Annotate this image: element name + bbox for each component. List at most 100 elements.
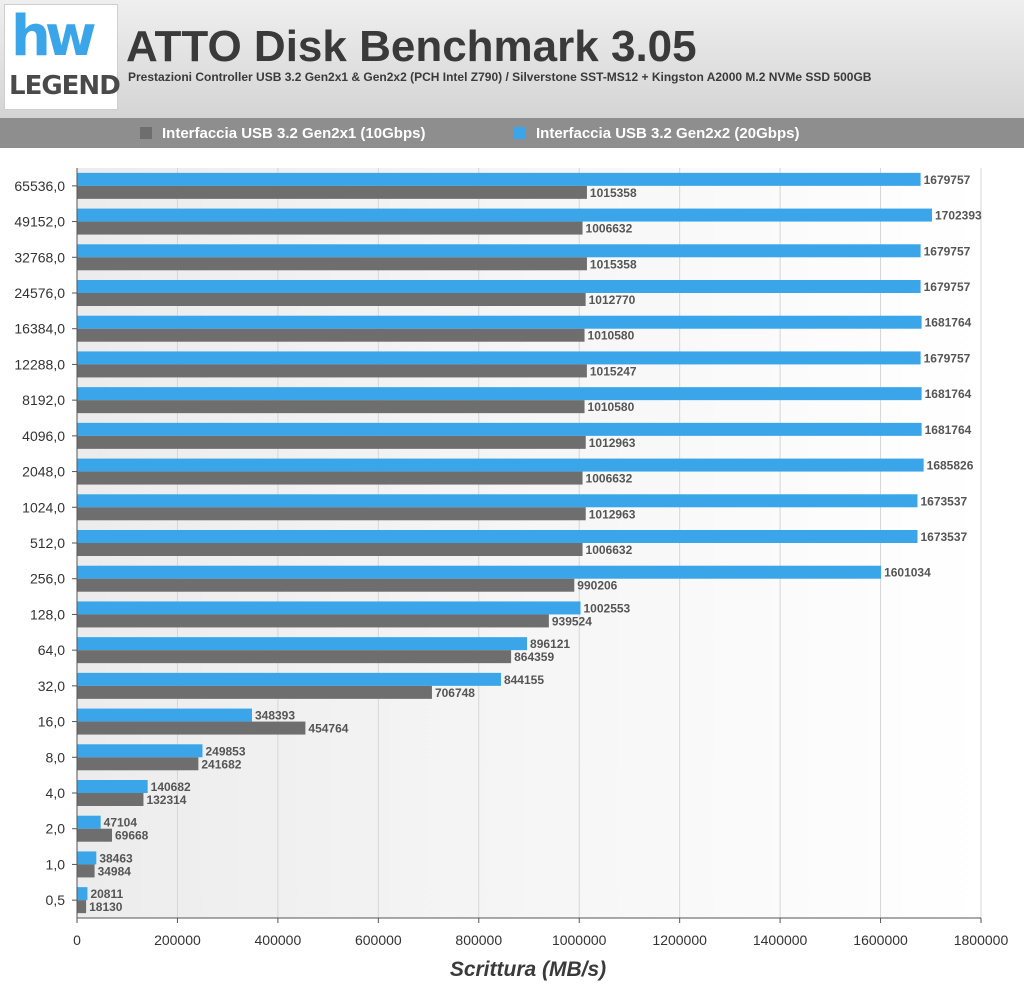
- data-label-gen2x2: 140682: [151, 780, 191, 794]
- data-label-gen2x2: 1679757: [924, 351, 971, 365]
- bar-gen2x1: [77, 435, 586, 449]
- data-label-gen2x2: 1685826: [927, 459, 974, 473]
- bar-gen2x2: [77, 672, 501, 686]
- bar-gen2x1: [77, 721, 306, 735]
- data-label-gen2x2: 249853: [205, 744, 245, 758]
- data-label-gen2x2: 47104: [104, 816, 138, 830]
- legend-swatch-gen2x2: [514, 127, 526, 139]
- data-label-gen2x2: 1601034: [884, 566, 931, 580]
- bar-gen2x1: [77, 221, 583, 235]
- y-tick-label: 32,0: [38, 678, 65, 694]
- legend-swatch-gen2x1: [140, 127, 152, 139]
- bar-gen2x2: [77, 601, 581, 615]
- bar-gen2x1: [77, 364, 587, 378]
- chart-header: hw LEGEND ATTO Disk Benchmark 3.05 Prest…: [0, 0, 1024, 118]
- data-label-gen2x2: 1002553: [584, 601, 631, 615]
- data-label-gen2x1: 1015247: [590, 364, 637, 378]
- bar-gen2x2: [77, 422, 922, 436]
- bar-gen2x2: [77, 815, 101, 829]
- bar-gen2x2: [77, 244, 921, 258]
- data-label-gen2x1: 454764: [308, 722, 348, 736]
- y-tick-label: 49152,0: [14, 214, 65, 230]
- data-label-gen2x1: 1015358: [590, 186, 637, 200]
- bar-gen2x2: [77, 315, 922, 329]
- bar-gen2x2: [77, 387, 922, 401]
- data-label-gen2x1: 990206: [577, 579, 617, 593]
- data-label-gen2x1: 1015358: [590, 257, 637, 271]
- y-tick-label: 256,0: [30, 571, 65, 587]
- legend-label-gen2x2: Interfaccia USB 3.2 Gen2x2 (20Gbps): [536, 124, 800, 142]
- x-axis-label: Scrittura (MB/s): [450, 958, 606, 981]
- bar-gen2x2: [77, 208, 932, 222]
- y-tick-label: 24576,0: [14, 285, 65, 301]
- data-label-gen2x2: 1673537: [920, 494, 967, 508]
- y-tick-label: 4096,0: [22, 428, 65, 444]
- logo-wordmark: LEGEND: [9, 71, 121, 101]
- y-tick-label: 32768,0: [14, 249, 65, 265]
- bar-gen2x1: [77, 757, 199, 771]
- y-tick-label: 1,0: [46, 856, 66, 872]
- bar-gen2x1: [77, 900, 87, 914]
- y-tick-label: 1024,0: [22, 499, 65, 515]
- data-label-gen2x2: 1679757: [924, 244, 971, 258]
- data-label-gen2x2: 1681764: [925, 316, 972, 330]
- x-tick-label: 400000: [255, 932, 302, 948]
- data-label-gen2x2: 348393: [255, 709, 295, 723]
- legend-item-gen2x1: Interfaccia USB 3.2 Gen2x1 (10Gbps): [140, 124, 426, 142]
- x-tick-label: 1000000: [552, 932, 607, 948]
- data-label-gen2x1: 706748: [435, 686, 475, 700]
- y-tick-label: 512,0: [30, 535, 65, 551]
- data-label-gen2x1: 939524: [552, 614, 592, 628]
- x-tick-label: 200000: [154, 932, 201, 948]
- data-label-gen2x1: 1012963: [589, 436, 636, 450]
- y-tick-label: 64,0: [38, 642, 65, 658]
- plot-area: 1679757 1015358 1702393 1006632 1679757 10153…: [0, 148, 1024, 986]
- x-tick-label: 1800000: [954, 932, 1009, 948]
- x-tick-label: 600000: [355, 932, 402, 948]
- bar-gen2x1: [77, 507, 586, 521]
- bar-gen2x1: [77, 328, 585, 342]
- data-label-gen2x1: 34984: [98, 864, 132, 878]
- bar-gen2x2: [77, 851, 97, 865]
- bar-gen2x1: [77, 400, 585, 414]
- bar-gen2x2: [77, 780, 148, 793]
- bar-gen2x1: [77, 864, 95, 878]
- logo-mark: hw: [11, 4, 97, 69]
- data-label-gen2x2: 844155: [504, 673, 544, 687]
- legend: Interfaccia USB 3.2 Gen2x1 (10Gbps) Inte…: [0, 118, 1024, 148]
- data-label-gen2x1: 1010580: [588, 329, 635, 343]
- x-tick-label: 1200000: [652, 932, 707, 948]
- bar-gen2x1: [77, 257, 587, 271]
- data-label-gen2x2: 38463: [99, 851, 133, 865]
- y-tick-label: 4,0: [46, 785, 66, 801]
- bar-gen2x2: [77, 530, 918, 543]
- data-label-gen2x1: 132314: [146, 793, 186, 807]
- data-label-gen2x1: 18130: [89, 900, 123, 914]
- bar-gen2x2: [77, 172, 921, 186]
- data-label-gen2x1: 1012770: [589, 293, 636, 307]
- bar-gen2x2: [77, 458, 924, 472]
- y-tick-label: 8192,0: [22, 392, 65, 408]
- legend-item-gen2x2: Interfaccia USB 3.2 Gen2x2 (20Gbps): [514, 124, 800, 142]
- y-tick-label: 2,0: [46, 821, 66, 837]
- bar-gen2x1: [77, 650, 512, 664]
- data-label-gen2x2: 1679757: [924, 173, 971, 187]
- y-tick-label: 16,0: [38, 714, 65, 730]
- data-label-gen2x2: 1681764: [925, 387, 972, 401]
- y-tick-label: 2048,0: [22, 464, 65, 480]
- bar-gen2x1: [77, 828, 112, 842]
- y-tick-label: 65536,0: [14, 178, 65, 194]
- data-label-gen2x1: 69668: [115, 829, 149, 843]
- bar-gen2x2: [77, 351, 921, 365]
- legend-label-gen2x1: Interfaccia USB 3.2 Gen2x1 (10Gbps): [162, 124, 426, 142]
- y-tick-label: 12288,0: [14, 356, 65, 372]
- chart-title: ATTO Disk Benchmark 3.05: [126, 22, 697, 71]
- bar-gen2x1: [77, 293, 586, 306]
- chart-subtitle: Prestazioni Controller USB 3.2 Gen2x1 & …: [128, 70, 872, 84]
- bar-gen2x1: [77, 578, 575, 592]
- data-label-gen2x1: 864359: [514, 650, 554, 664]
- y-tick-label: 8,0: [46, 749, 66, 765]
- data-label-gen2x1: 1006632: [586, 472, 633, 486]
- bar-gen2x2: [77, 637, 528, 651]
- bar-gen2x2: [77, 494, 918, 508]
